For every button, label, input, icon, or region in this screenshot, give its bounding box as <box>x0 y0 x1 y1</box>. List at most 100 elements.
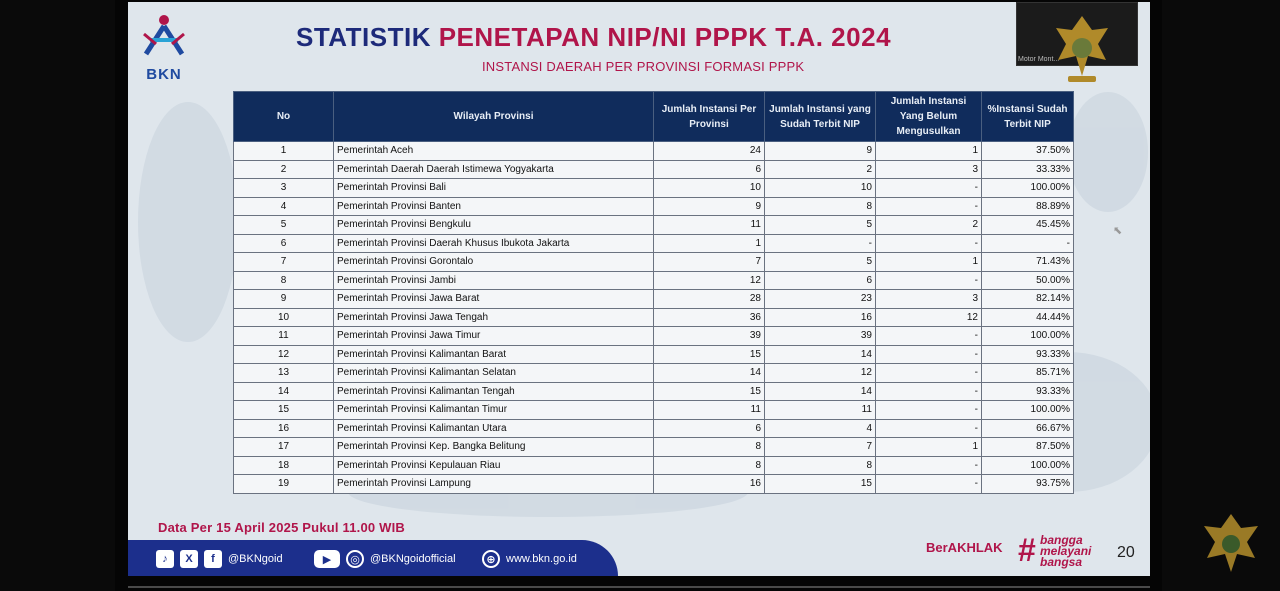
cell-jumlah: 12 <box>653 270 765 290</box>
cell-sudah-terbit: 7 <box>764 437 876 457</box>
cell-sudah-terbit: 4 <box>764 418 876 438</box>
header-sudah-terbit: Jumlah Instansi yang Sudah Terbit NIP <box>764 91 876 142</box>
cell-wilayah: Pemerintah Provinsi Bengkulu <box>333 215 654 235</box>
cell-no: 15 <box>233 400 334 420</box>
bangga-melayani-bangsa-logo: bangga melayani bangsa <box>1040 534 1091 568</box>
cell-persen: 85.71% <box>981 363 1074 383</box>
cell-belum: - <box>875 326 982 346</box>
cell-no: 1 <box>233 141 334 161</box>
cell-no: 16 <box>233 418 334 438</box>
table-row: 1 Pemerintah Aceh 24 9 1 37.50% <box>233 141 1074 161</box>
cell-jumlah: 8 <box>653 455 765 475</box>
social-group-2: ▶ ◎ @BKNgoidofficial <box>314 550 456 568</box>
cell-wilayah: Pemerintah Provinsi Kalimantan Timur <box>333 400 654 420</box>
bangga-hash-logo: # <box>1018 532 1036 568</box>
cell-wilayah: Pemerintah Provinsi Kalimantan Tengah <box>333 381 654 401</box>
cell-persen: 88.89% <box>981 196 1074 216</box>
cell-belum: - <box>875 233 982 253</box>
header-jumlah-instansi: Jumlah Instansi Per Provinsi <box>653 91 765 142</box>
bkn-logo: BKN <box>136 10 192 86</box>
berakhlak-logo: BerAKHLAK <box>926 540 1003 555</box>
cell-wilayah: Pemerintah Provinsi Kalimantan Barat <box>333 344 654 364</box>
cell-jumlah: 15 <box>653 344 765 364</box>
cell-no: 3 <box>233 178 334 198</box>
cell-wilayah: Pemerintah Provinsi Kepulauan Riau <box>333 455 654 475</box>
left-black-border <box>0 0 115 591</box>
cell-sudah-terbit: 10 <box>764 178 876 198</box>
cell-persen: 100.00% <box>981 326 1074 346</box>
table-row: 12 Pemerintah Provinsi Kalimantan Barat 15… <box>233 344 1074 364</box>
header-persen-terbit: %Instansi Sudah Terbit NIP <box>981 91 1074 142</box>
cell-jumlah: 28 <box>653 289 765 309</box>
cell-persen: 37.50% <box>981 141 1074 161</box>
cell-wilayah: Pemerintah Provinsi Kep. Bangka Belitung <box>333 437 654 457</box>
cell-sudah-terbit: 9 <box>764 141 876 161</box>
table-row: 16 Pemerintah Provinsi Kalimantan Utara 6 4… <box>233 418 1074 438</box>
cell-wilayah: Pemerintah Aceh <box>333 141 654 161</box>
cell-belum: 3 <box>875 289 982 309</box>
cell-persen: 100.00% <box>981 400 1074 420</box>
cell-no: 19 <box>233 474 334 494</box>
cell-wilayah: Pemerintah Provinsi Kalimantan Selatan <box>333 363 654 383</box>
title-part-1: STATISTIK <box>296 22 439 52</box>
cell-jumlah: 39 <box>653 326 765 346</box>
website-url: www.bkn.go.id <box>506 553 577 565</box>
table-row: 10 Pemerintah Provinsi Jawa Tengah 36 16 12 4… <box>233 307 1074 327</box>
cell-no: 9 <box>233 289 334 309</box>
instagram-icon: ◎ <box>346 550 364 568</box>
table-row: 14 Pemerintah Provinsi Kalimantan Tengah 1… <box>233 381 1074 401</box>
slide-subtitle: INSTANSI DAERAH PER PROVINSI FORMASI PPP… <box>482 59 805 74</box>
cell-sudah-terbit: 14 <box>764 344 876 364</box>
cell-no: 7 <box>233 252 334 272</box>
cell-wilayah: Pemerintah Daerah Daerah Istimewa Yogyak… <box>333 159 654 179</box>
table-row: 19 Pemerintah Provinsi Lampung 16 15-93.75% <box>233 474 1074 494</box>
bkn-logo-icon <box>143 15 185 56</box>
table-row: 9 Pemerintah Provinsi Jawa Barat 28 23 3 82.1… <box>233 289 1074 309</box>
cell-sudah-terbit: 5 <box>764 252 876 272</box>
cell-jumlah: 6 <box>653 418 765 438</box>
cell-belum: - <box>875 270 982 290</box>
table-row: 13 Pemerintah Provinsi Kalimantan Selatan… <box>233 363 1074 383</box>
header-no: No <box>233 91 334 142</box>
cell-jumlah: 36 <box>653 307 765 327</box>
cell-belum: - <box>875 455 982 475</box>
cell-no: 5 <box>233 215 334 235</box>
cell-sudah-terbit: 8 <box>764 196 876 216</box>
cell-belum: 1 <box>875 252 982 272</box>
cell-wilayah: Pemerintah Provinsi Bali <box>333 178 654 198</box>
social-handle-1: @BKNgoid <box>228 553 283 565</box>
garuda-emblem-icon <box>1056 16 1108 82</box>
table-row: 17 Pemerintah Provinsi Kep. Bangka Belitu… <box>233 437 1074 457</box>
table-row: 6 Pemerintah Provinsi Daerah Khusus Ibuko… <box>233 233 1074 253</box>
cell-jumlah: 7 <box>653 252 765 272</box>
cell-no: 8 <box>233 270 334 290</box>
cell-persen: 100.00% <box>981 455 1074 475</box>
cell-sudah-terbit: 2 <box>764 159 876 179</box>
cell-belum: - <box>875 344 982 364</box>
social-group-1: ♪ X f @BKNgoid <box>156 550 283 568</box>
cell-belum: - <box>875 363 982 383</box>
cell-belum: 3 <box>875 159 982 179</box>
title-part-2: PENETAPAN NIP/NI PPPK T.A. 2024 <box>438 22 892 52</box>
cell-persen: 44.44% <box>981 307 1074 327</box>
cell-wilayah: Pemerintah Provinsi Gorontalo <box>333 252 654 272</box>
cell-jumlah: 24 <box>653 141 765 161</box>
website-group: ⊕ www.bkn.go.id <box>482 550 577 568</box>
cell-no: 18 <box>233 455 334 475</box>
cell-jumlah: 8 <box>653 437 765 457</box>
cell-wilayah: Pemerintah Provinsi Jawa Barat <box>333 289 654 309</box>
page-number: 20 <box>1117 544 1135 561</box>
cell-wilayah: Pemerintah Provinsi Jambi <box>333 270 654 290</box>
cell-belum: 1 <box>875 141 982 161</box>
cell-belum: - <box>875 196 982 216</box>
cell-belum: 12 <box>875 307 982 327</box>
x-icon: X <box>180 550 198 568</box>
table-row: 8 Pemerintah Provinsi Jambi 12 6-50.00% <box>233 270 1074 290</box>
cell-persen: 100.00% <box>981 178 1074 198</box>
cell-wilayah: Pemerintah Provinsi Banten <box>333 196 654 216</box>
cell-no: 4 <box>233 196 334 216</box>
globe-icon: ⊕ <box>482 550 500 568</box>
cell-persen: - <box>981 233 1074 253</box>
cell-belum: - <box>875 178 982 198</box>
cell-belum: - <box>875 381 982 401</box>
